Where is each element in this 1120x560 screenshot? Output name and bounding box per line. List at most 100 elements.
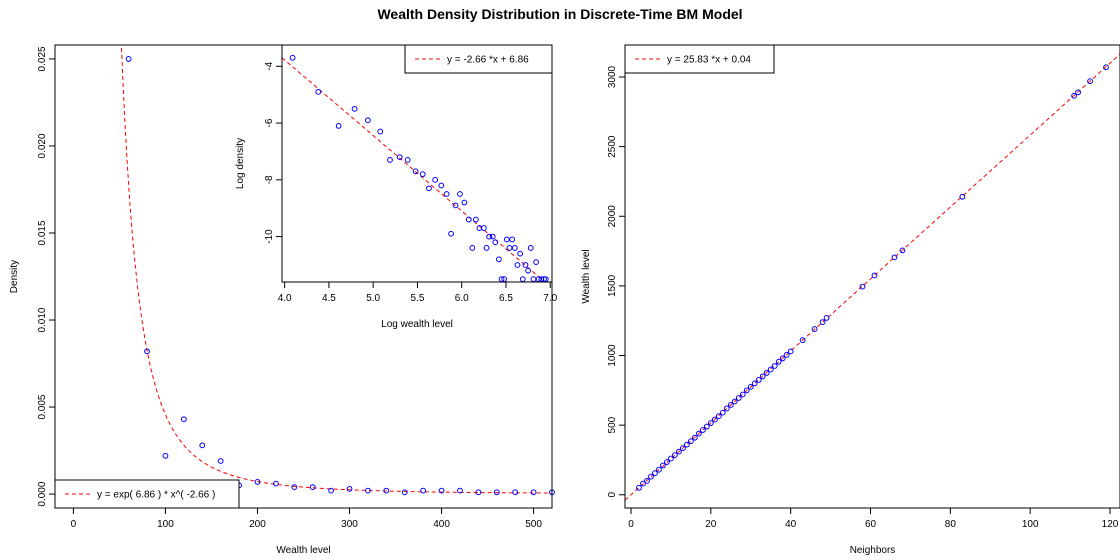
data-point	[664, 459, 670, 465]
x-tick-label: 40	[785, 519, 797, 530]
data-point	[469, 245, 476, 251]
x-tick-label: 100	[157, 519, 174, 530]
legend-box	[54, 479, 240, 509]
data-point	[180, 416, 187, 423]
data-point	[775, 358, 782, 365]
x-tick-label: 5.5	[410, 293, 424, 304]
data-point	[412, 168, 419, 175]
data-point	[525, 267, 531, 274]
data-point	[438, 487, 445, 494]
x-tick-label: 400	[433, 519, 450, 530]
data-point	[475, 489, 482, 496]
y-tick-label: -10	[264, 229, 275, 244]
data-point	[648, 473, 654, 480]
data-point	[1087, 78, 1093, 85]
data-point	[695, 430, 702, 437]
y-tick-label: 0.000	[37, 481, 48, 506]
y-tick-label: 0.020	[37, 133, 48, 158]
data-point	[517, 250, 524, 257]
data-point	[125, 56, 132, 62]
data-point	[457, 191, 463, 197]
data-point	[533, 259, 539, 266]
data-point	[432, 176, 439, 183]
x-tick-label: 100	[1022, 519, 1039, 530]
legend-label: y = 25.83 *x + 0.04	[667, 55, 751, 66]
data-point	[365, 487, 371, 494]
x-tick-label: 7.0	[543, 293, 557, 304]
data-point	[509, 236, 516, 243]
y-tick-label: -6	[264, 118, 275, 127]
y-tick-label: 0.015	[37, 220, 48, 245]
legend-label: y = -2.66 *x + 6.86	[447, 55, 529, 66]
data-point	[404, 157, 411, 163]
data-point	[512, 489, 519, 496]
data-point	[707, 420, 714, 426]
data-point	[291, 484, 298, 491]
data-point	[486, 233, 493, 240]
data-point	[743, 387, 750, 394]
data-point	[383, 487, 390, 494]
data-point	[787, 348, 794, 355]
plot-frame	[624, 44, 1120, 509]
data-point	[503, 236, 510, 243]
data-point	[739, 391, 746, 398]
y-axis-label: Wealth level	[581, 249, 592, 303]
data-point	[483, 245, 490, 251]
plot-background	[282, 45, 552, 282]
data-point	[144, 348, 150, 355]
data-point	[480, 225, 487, 231]
data-point	[419, 171, 426, 178]
x-tick-label: 500	[525, 519, 542, 530]
data-point	[1071, 92, 1077, 99]
x-axis-label: Wealth level	[276, 545, 330, 556]
x-tick-label: 6.5	[499, 293, 513, 304]
x-tick-label: 60	[865, 519, 877, 530]
data-point	[656, 466, 662, 473]
y-axis-label: Log density	[235, 138, 246, 189]
data-point	[443, 191, 450, 197]
data-point	[1075, 89, 1081, 96]
wealth-vs-neighbors-plot: 0 20 40 60 80 100 120 0 500 1000 1500 2000 2500 3000 N…	[581, 44, 1120, 556]
data-point	[668, 455, 674, 462]
data-point	[640, 480, 646, 487]
data-point	[420, 487, 427, 494]
data-point	[514, 262, 521, 268]
data-point	[335, 122, 342, 129]
data-point	[461, 199, 468, 206]
data-point	[1103, 64, 1109, 71]
y-tick-label: 500	[607, 416, 618, 433]
x-tick-label: 200	[249, 519, 266, 530]
y-tick-label: 0	[607, 492, 618, 498]
data-point	[448, 230, 454, 237]
data-point	[691, 434, 698, 441]
data-point	[387, 157, 393, 163]
data-point	[755, 376, 762, 383]
x-tick-label: 80	[945, 519, 957, 530]
data-point	[217, 458, 224, 464]
data-point	[751, 380, 758, 387]
data-point	[779, 355, 786, 362]
data-point	[799, 337, 806, 344]
data-point	[401, 489, 408, 496]
figure-title: Wealth Density Distribution in Discrete-…	[377, 6, 742, 22]
data-point	[759, 373, 766, 380]
data-point	[679, 445, 686, 452]
y-tick-label: 2500	[607, 135, 618, 158]
data-point	[735, 395, 742, 401]
data-point	[767, 366, 774, 373]
data-point	[899, 247, 906, 254]
data-point	[364, 117, 371, 124]
data-point	[660, 462, 666, 469]
x-tick-label: 6.0	[455, 293, 469, 304]
data-point	[495, 256, 502, 263]
data-point	[162, 452, 169, 459]
data-point	[687, 438, 694, 445]
data-point	[652, 470, 658, 477]
data-point	[438, 182, 445, 189]
y-tick-label: 0.010	[37, 307, 48, 332]
data-point	[731, 398, 738, 405]
y-tick-label: -4	[264, 61, 275, 70]
data-point	[530, 489, 537, 496]
fit-line	[120, 45, 552, 494]
y-tick-label: 1500	[607, 274, 618, 297]
